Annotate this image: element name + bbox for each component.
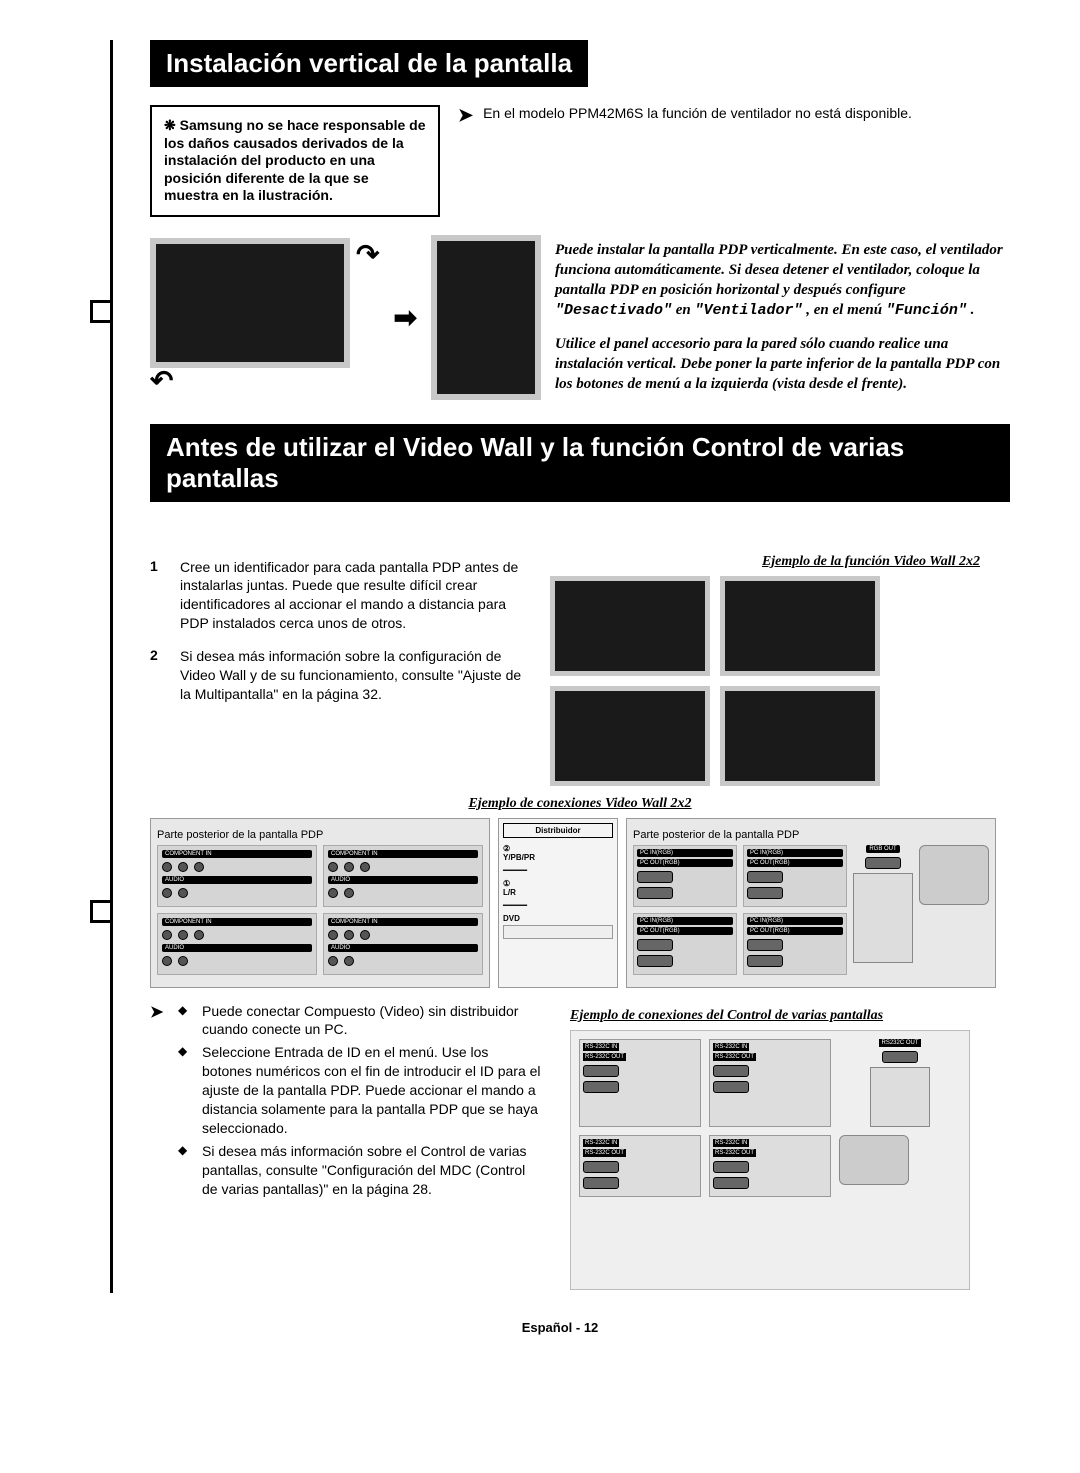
diamond-icon: ◆: [178, 1002, 192, 1018]
component-in-label: COMPONENT IN: [162, 850, 312, 858]
tv-tile: [550, 686, 710, 786]
connection-diagrams: Parte posterior de la pantalla PDP COMPO…: [150, 818, 1010, 988]
step-number: 1: [150, 558, 164, 634]
audio-label: AUDIO: [328, 944, 478, 952]
tv-tile: [720, 686, 880, 786]
pc-in-label: PC IN(RGB): [637, 917, 733, 925]
bullet-note: ◆ Seleccione Entrada de ID en el menú. U…: [150, 1043, 550, 1137]
bullet-text: Seleccione Entrada de ID en el menú. Use…: [202, 1043, 542, 1137]
pc-out-label: PC OUT(RGB): [637, 859, 733, 867]
warning-box: ❋ Samsung no se hace responsable de los …: [150, 105, 440, 217]
bullet-text: Si desea más información sobre el Contro…: [202, 1142, 542, 1199]
component-in-label: COMPONENT IN: [162, 918, 312, 926]
side-notch: [90, 900, 113, 923]
italic-text: en: [676, 302, 695, 318]
rs232-diagram: RS-232C IN RS-232C OUT RS-232C IN RS-232…: [570, 1030, 970, 1290]
pc-tower-icon: [853, 873, 913, 963]
ypbpr-label: Y/PB/PR: [503, 853, 613, 862]
rotate-arrow-icon: ↶: [150, 364, 173, 397]
pc-tower-icon: [870, 1067, 930, 1127]
dvd-label: DVD: [503, 914, 613, 923]
mono-text: "Desactivado": [555, 302, 672, 319]
step-1: 1 Cree un identificador para cada pantal…: [150, 558, 530, 634]
distributor-panel: Distribuidor ② Y/PB/PR ━━━━━ ① L/R ━━━━━…: [498, 818, 618, 988]
italic-text: , en el menú: [806, 302, 886, 318]
pc-in-label: PC IN(RGB): [747, 849, 843, 857]
page-footer: Español - 12: [110, 1320, 1010, 1335]
caption-mdc: Ejemplo de conexiones del Control de var…: [570, 1008, 1010, 1024]
section-title-2: Antes de utilizar el Video Wall y la fun…: [150, 424, 1010, 502]
crt-monitor-icon: [839, 1135, 909, 1185]
rs-out-label: RS-232C OUT: [713, 1149, 756, 1157]
lr-label: L/R: [503, 888, 613, 897]
rgb-out-label: RGB OUT: [866, 845, 899, 853]
pc-out-label: PC OUT(RGB): [747, 927, 843, 935]
left-rule: [110, 40, 113, 1293]
audio-label: AUDIO: [162, 876, 312, 884]
section-title-1: Instalación vertical de la pantalla: [150, 40, 588, 87]
caption-vw-function: Ejemplo de la función Video Wall 2x2: [550, 554, 980, 570]
tv-vertical-illustration: [431, 235, 541, 400]
circle-2-mark: ②: [503, 844, 510, 853]
step-number: 2: [150, 647, 164, 704]
bullet-text: Puede conectar Compuesto (Video) sin dis…: [202, 1002, 542, 1040]
rgb-rear-panel: Parte posterior de la pantalla PDP PC IN…: [626, 818, 996, 988]
distribuidor-label: Distribuidor: [503, 823, 613, 838]
audio-label: AUDIO: [162, 944, 312, 952]
rs232-out-label: RS232C OUT: [879, 1039, 920, 1047]
diamond-icon: ◆: [178, 1142, 192, 1158]
fan-note-text: En el modelo PPM42M6S la función de vent…: [483, 105, 912, 121]
arrow-icon: ➤: [150, 1002, 168, 1024]
spacer: [150, 1043, 168, 1065]
right-arrow-icon: ➡: [393, 301, 416, 334]
italic-text: Puede instalar la pantalla PDP verticalm…: [555, 242, 1003, 299]
mono-text: "Ventilador": [694, 302, 802, 319]
fan-note: ➤ En el modelo PPM42M6S la función de ve…: [458, 105, 1010, 217]
pc-out-label: PC OUT(RGB): [747, 859, 843, 867]
component-rear-panel: Parte posterior de la pantalla PDP COMPO…: [150, 818, 490, 988]
rs-in-label: RS-232C IN: [583, 1139, 619, 1147]
mono-text: "Función": [886, 302, 967, 319]
rs-in-label: RS-232C IN: [583, 1043, 619, 1051]
tv-tile: [550, 576, 710, 676]
step-2: 2 Si desea más información sobre la conf…: [150, 647, 530, 704]
pc-in-label: PC IN(RGB): [747, 917, 843, 925]
circle-1-mark: ①: [503, 879, 510, 888]
rs-out-label: RS-232C OUT: [713, 1053, 756, 1061]
step-text: Cree un identificador para cada pantalla…: [180, 558, 530, 634]
caption-vw-connections: Ejemplo de conexiones Video Wall 2x2: [150, 796, 1010, 812]
arrow-icon: ➤: [458, 105, 473, 126]
pc-in-label: PC IN(RGB): [637, 849, 733, 857]
side-notch: [90, 300, 113, 323]
rear-label: Parte posterior de la pantalla PDP: [157, 829, 483, 841]
pc-out-label: PC OUT(RGB): [637, 927, 733, 935]
video-wall-2x2-grid: [550, 576, 990, 786]
component-in-label: COMPONENT IN: [328, 918, 478, 926]
step-text: Si desea más información sobre la config…: [180, 647, 530, 704]
rotate-arrow-icon: ↷: [356, 238, 379, 271]
italic-text: .: [971, 302, 975, 318]
rs-in-label: RS-232C IN: [713, 1139, 749, 1147]
rs-out-label: RS-232C OUT: [583, 1053, 626, 1061]
audio-label: AUDIO: [328, 876, 478, 884]
tv-horizontal-illustration: [150, 238, 350, 368]
italic-paragraph: Utilice el panel accesorio para la pared…: [555, 334, 1010, 395]
italic-instructions: Puede instalar la pantalla PDP verticalm…: [555, 240, 1010, 395]
crt-monitor-icon: [919, 845, 989, 905]
rs-out-label: RS-232C OUT: [583, 1149, 626, 1157]
spacer: [150, 1142, 168, 1164]
component-in-label: COMPONENT IN: [328, 850, 478, 858]
tv-tile: [720, 576, 880, 676]
rear-label: Parte posterior de la pantalla PDP: [633, 829, 989, 841]
diamond-icon: ◆: [178, 1043, 192, 1059]
bullet-note: ➤ ◆ Puede conectar Compuesto (Video) sin…: [150, 1002, 550, 1040]
bullet-note: ◆ Si desea más información sobre el Cont…: [150, 1142, 550, 1199]
rs-in-label: RS-232C IN: [713, 1043, 749, 1051]
